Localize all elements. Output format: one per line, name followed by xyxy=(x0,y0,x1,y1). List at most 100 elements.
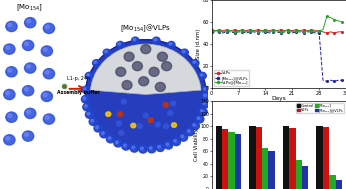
Circle shape xyxy=(22,131,34,141)
Circle shape xyxy=(45,25,49,29)
Circle shape xyxy=(139,77,149,86)
Circle shape xyxy=(82,86,89,93)
Bar xyxy=(283,125,289,189)
Circle shape xyxy=(6,91,10,95)
Circle shape xyxy=(8,69,12,72)
Circle shape xyxy=(81,95,90,103)
Circle shape xyxy=(181,135,184,138)
Circle shape xyxy=(43,23,55,33)
Circle shape xyxy=(101,132,104,134)
Text: Assembly buffer: Assembly buffer xyxy=(57,90,99,94)
Circle shape xyxy=(140,147,144,150)
Circle shape xyxy=(191,122,199,130)
Circle shape xyxy=(156,144,164,152)
Bar xyxy=(323,127,329,189)
Circle shape xyxy=(168,111,173,115)
Circle shape xyxy=(155,122,160,127)
Circle shape xyxy=(107,135,115,143)
Bar xyxy=(222,129,228,189)
Y-axis label: Cell Viability: Cell Viability xyxy=(194,129,199,161)
Text: L1-p, 24h: L1-p, 24h xyxy=(66,76,90,81)
Bar xyxy=(249,125,256,189)
Circle shape xyxy=(193,61,195,63)
Legend: Control, VLPs, [Mo₁₅₄], [Mo₁₅₄]@VLPs: Control, VLPs, [Mo₁₅₄], [Mo₁₅₄]@VLPs xyxy=(296,103,344,113)
Circle shape xyxy=(171,101,176,106)
Bar xyxy=(289,128,295,189)
Circle shape xyxy=(181,49,188,56)
Circle shape xyxy=(85,72,93,79)
Circle shape xyxy=(106,112,111,116)
Circle shape xyxy=(202,93,210,100)
Circle shape xyxy=(139,146,147,153)
Circle shape xyxy=(157,52,167,61)
Circle shape xyxy=(187,130,190,132)
Circle shape xyxy=(43,48,47,51)
Circle shape xyxy=(204,88,206,90)
Circle shape xyxy=(114,139,122,147)
Circle shape xyxy=(203,102,206,105)
Circle shape xyxy=(83,103,91,111)
Circle shape xyxy=(131,37,139,44)
Circle shape xyxy=(100,130,108,138)
Circle shape xyxy=(195,115,204,123)
Circle shape xyxy=(203,94,207,97)
Circle shape xyxy=(121,99,126,104)
Circle shape xyxy=(163,124,169,129)
Circle shape xyxy=(94,61,97,63)
Circle shape xyxy=(167,41,175,48)
Circle shape xyxy=(153,37,160,44)
Text: [Mo$_{154}$]@VLPs: [Mo$_{154}$]@VLPs xyxy=(120,23,171,34)
Circle shape xyxy=(95,126,99,129)
Circle shape xyxy=(87,112,90,115)
Circle shape xyxy=(164,142,173,149)
Circle shape xyxy=(4,89,15,100)
Circle shape xyxy=(45,116,49,119)
Circle shape xyxy=(92,60,100,67)
Circle shape xyxy=(131,123,136,128)
Circle shape xyxy=(43,114,55,124)
Circle shape xyxy=(191,60,199,67)
Circle shape xyxy=(116,141,118,144)
Circle shape xyxy=(27,110,30,114)
Circle shape xyxy=(158,146,161,148)
Circle shape xyxy=(193,124,196,126)
Circle shape xyxy=(25,63,36,73)
Bar xyxy=(256,127,262,189)
Circle shape xyxy=(43,69,55,79)
Circle shape xyxy=(202,86,210,93)
Circle shape xyxy=(124,52,134,61)
Bar xyxy=(302,166,308,189)
Circle shape xyxy=(149,147,152,149)
Bar xyxy=(295,160,302,189)
Circle shape xyxy=(105,50,107,53)
Circle shape xyxy=(118,112,122,116)
Circle shape xyxy=(83,97,86,100)
Circle shape xyxy=(6,46,10,49)
Circle shape xyxy=(166,143,169,146)
Circle shape xyxy=(22,86,34,96)
Circle shape xyxy=(117,41,124,48)
Circle shape xyxy=(148,118,153,122)
Circle shape xyxy=(91,119,94,122)
Circle shape xyxy=(116,67,126,76)
Circle shape xyxy=(84,105,88,107)
Bar xyxy=(329,175,336,189)
Circle shape xyxy=(8,23,12,27)
Circle shape xyxy=(6,67,17,77)
Circle shape xyxy=(117,121,121,126)
Circle shape xyxy=(197,117,200,119)
Circle shape xyxy=(143,113,148,118)
Circle shape xyxy=(174,139,177,142)
Circle shape xyxy=(87,74,89,76)
Circle shape xyxy=(154,39,157,41)
Circle shape xyxy=(162,62,172,71)
Circle shape xyxy=(43,93,47,97)
Circle shape xyxy=(25,18,36,28)
Bar xyxy=(228,132,235,189)
Circle shape xyxy=(83,88,86,90)
Circle shape xyxy=(199,72,206,79)
Circle shape xyxy=(133,62,143,71)
Legend: VLPs, [Mo₁₅₄]@VLPs, VLPs@[Mo₁₅₄]: VLPs, [Mo₁₅₄]@VLPs, VLPs@[Mo₁₅₄] xyxy=(213,70,249,86)
Circle shape xyxy=(169,43,172,45)
Circle shape xyxy=(22,40,34,50)
